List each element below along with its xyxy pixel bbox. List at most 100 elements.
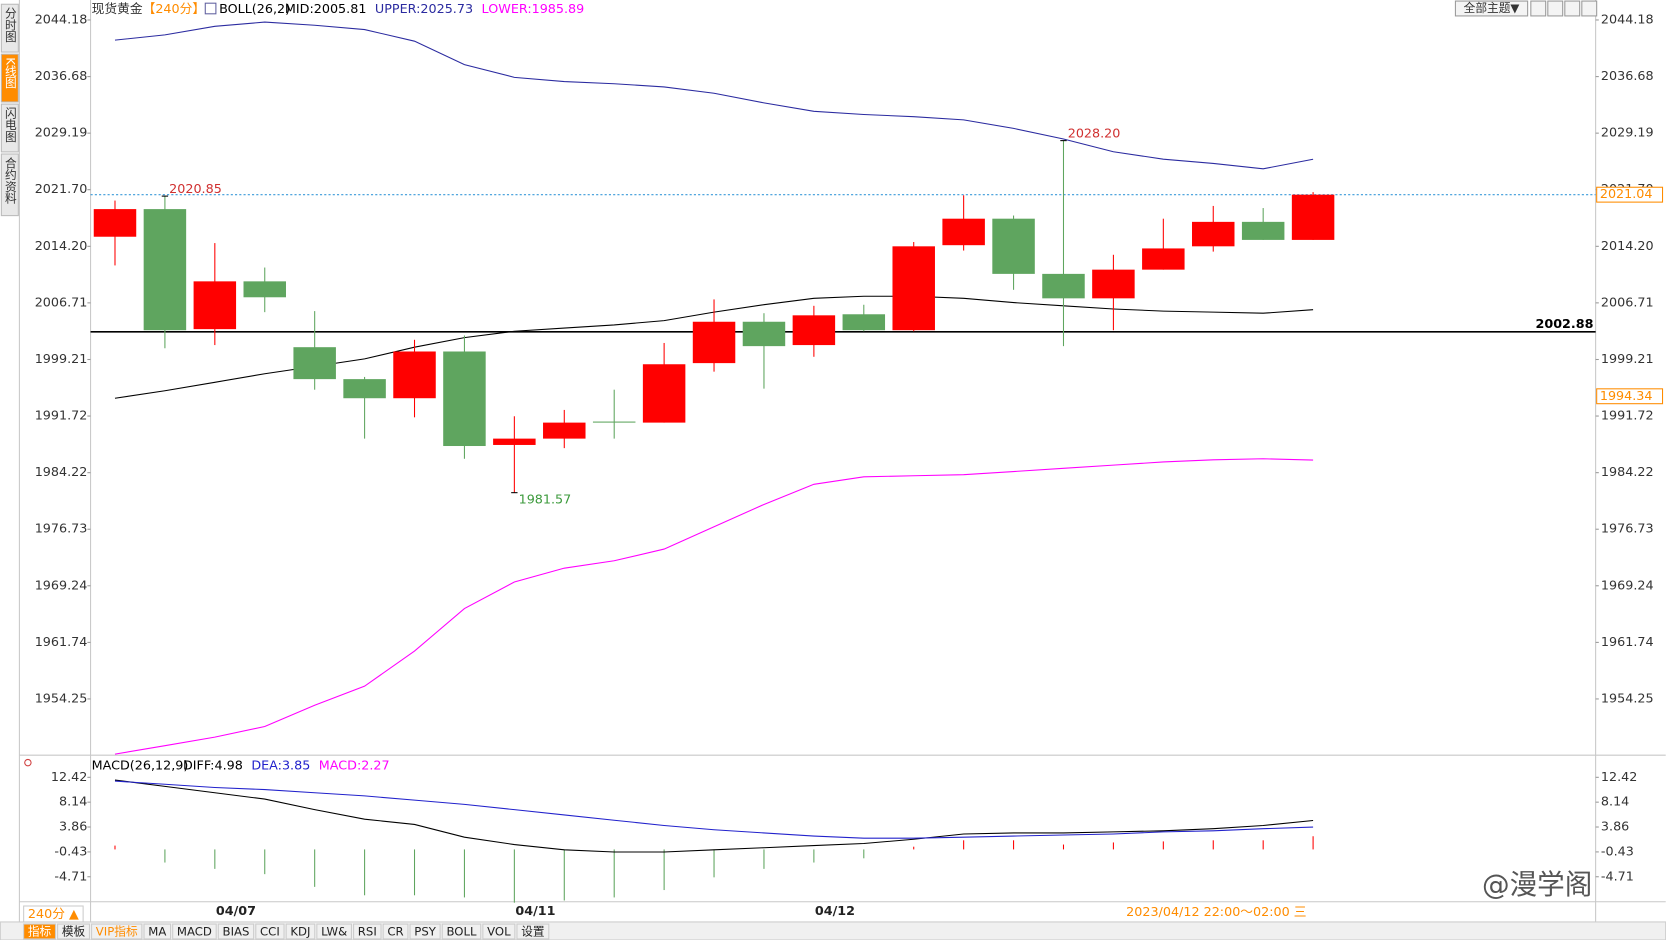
candle-body — [942, 218, 985, 246]
candle-body — [1192, 221, 1235, 247]
candle-body — [792, 315, 836, 346]
dea-line — [114, 780, 1314, 839]
last-price-label: 2021.04 — [1600, 187, 1653, 202]
sidebar-tab-label[interactable]: K线图 — [3, 57, 17, 89]
toolbar-tab-label[interactable]: CCI — [260, 925, 280, 939]
indicator-name: BOLL(26,2) — [219, 2, 290, 17]
x-tick-label: 04/11 — [515, 904, 555, 919]
toolbar-tab[interactable] — [441, 923, 482, 940]
y-tick-label: -0.43 — [54, 844, 87, 859]
boll-line — [114, 458, 1314, 755]
toolbar-tab[interactable] — [91, 923, 143, 940]
period-button-label[interactable]: 240分 ▲ — [28, 907, 79, 922]
tool-button[interactable] — [1547, 0, 1564, 17]
candle-body — [842, 314, 886, 331]
y-tick-label: 1976.73 — [1601, 522, 1654, 537]
toolbar-tab-label[interactable]: 设置 — [521, 925, 545, 939]
sidebar-tab[interactable] — [0, 103, 19, 153]
diff-line — [114, 779, 1314, 853]
legend-entry: DIFF:4.98 — [183, 758, 243, 773]
toolbar-tab[interactable] — [409, 923, 441, 940]
toolbar-tab[interactable] — [353, 923, 382, 940]
theme-button[interactable] — [1454, 0, 1529, 17]
sidebar-tab[interactable] — [0, 153, 19, 217]
y-tick-label: 1976.73 — [35, 522, 88, 537]
low-label: 1981.57 — [519, 493, 572, 508]
toolbar-tab-label[interactable]: 模板 — [62, 925, 86, 939]
indicator-icon[interactable] — [204, 2, 217, 15]
y-tick-label: -4.71 — [1601, 869, 1634, 884]
y-tick-label: 1999.21 — [1601, 352, 1654, 367]
cursor-price-box — [1596, 388, 1664, 405]
toolbar-tab-label[interactable]: KDJ — [290, 925, 310, 939]
toolbar-tab-label[interactable]: BIAS — [223, 925, 250, 939]
sidebar-tab-label[interactable]: 闪电图 — [3, 107, 17, 143]
sidebar-tab[interactable] — [0, 53, 19, 103]
y-tick-label: 1984.22 — [35, 465, 88, 480]
toolbar-tab[interactable] — [255, 923, 285, 940]
toolbar-tab-label[interactable]: PSY — [414, 925, 436, 939]
y-tick-label: 2029.19 — [1601, 126, 1654, 141]
y-tick-label: 2044.18 — [1601, 12, 1654, 27]
y-tick-label: 1954.25 — [1601, 691, 1654, 706]
tool-button[interactable] — [1564, 0, 1581, 17]
y-tick-label: 1961.74 — [1601, 635, 1654, 650]
legend-entry: DEA:3.85 — [251, 758, 310, 773]
candle-body — [742, 321, 786, 347]
toolbar-tab-label[interactable]: CR — [387, 925, 403, 939]
boll-line — [114, 21, 1314, 170]
toolbar-tab-label[interactable]: BOLL — [446, 925, 476, 939]
candle-body — [443, 351, 486, 447]
sidebar-tab-label[interactable]: 合约资料 — [3, 156, 17, 204]
toolbar-tab-label[interactable]: MA — [148, 925, 166, 939]
watermark: @漫学阁 — [1482, 868, 1592, 901]
toolbar-tab[interactable] — [316, 923, 352, 940]
tool-button[interactable] — [1581, 0, 1598, 17]
y-tick-label: 1961.74 — [35, 635, 88, 650]
y-tick-label: 12.42 — [1601, 770, 1637, 785]
sidebar-tab-label[interactable]: 分时图 — [3, 7, 17, 43]
last-price-box — [1596, 186, 1664, 203]
candle-body — [1241, 221, 1285, 240]
candle-body — [592, 421, 636, 423]
toolbar-tab[interactable] — [217, 923, 255, 940]
candle-body — [493, 438, 536, 445]
toolbar-tab[interactable] — [57, 923, 90, 940]
sidebar-tab[interactable] — [0, 3, 19, 53]
tool-button[interactable] — [1530, 0, 1547, 17]
toolbar-tab[interactable] — [482, 923, 516, 940]
period-button[interactable] — [23, 905, 84, 923]
toolbar-tab-label[interactable]: VIP指标 — [96, 925, 138, 939]
y-tick-label: 3.86 — [59, 820, 87, 835]
candle-body — [1142, 248, 1185, 270]
theme-button-label[interactable]: 全部主题▼ — [1464, 1, 1520, 15]
toolbar-tab-label[interactable]: VOL — [487, 925, 511, 939]
candle-body — [892, 246, 935, 331]
toolbar-tab[interactable] — [143, 923, 172, 940]
y-tick-label: 3.86 — [1601, 820, 1629, 835]
high-label: 2020.85 — [169, 182, 222, 197]
toolbar-tab-label[interactable]: MACD — [177, 925, 212, 939]
toolbar-tab[interactable] — [516, 923, 550, 940]
toolbar-tab[interactable] — [172, 923, 217, 940]
candle-body — [243, 281, 286, 298]
cursor-time-label: 2023/04/12 22:00～02:00 三 — [1126, 905, 1306, 920]
y-tick-label: 1954.25 — [35, 691, 88, 706]
toolbar-tab-label[interactable]: 指标 — [28, 925, 52, 939]
y-tick-label: -0.43 — [1601, 844, 1634, 859]
x-tick-label: 04/07 — [216, 904, 256, 919]
y-tick-label: 1984.22 — [1601, 465, 1654, 480]
y-tick-label: 1999.21 — [35, 352, 88, 367]
y-tick-label: 1991.72 — [35, 409, 88, 424]
toolbar-tab[interactable] — [23, 923, 57, 940]
candle-body — [692, 321, 736, 364]
candle-body — [1092, 269, 1135, 299]
y-tick-label: 8.14 — [59, 795, 87, 810]
toolbar-tab[interactable] — [285, 923, 316, 940]
toolbar-tab-label[interactable]: LW& — [321, 925, 347, 939]
macd-title: MACD(26,12,9) — [92, 758, 189, 773]
settings-icon[interactable] — [24, 758, 32, 767]
toolbar-tab-label[interactable]: RSI — [358, 925, 377, 939]
toolbar-tab[interactable] — [382, 923, 409, 940]
